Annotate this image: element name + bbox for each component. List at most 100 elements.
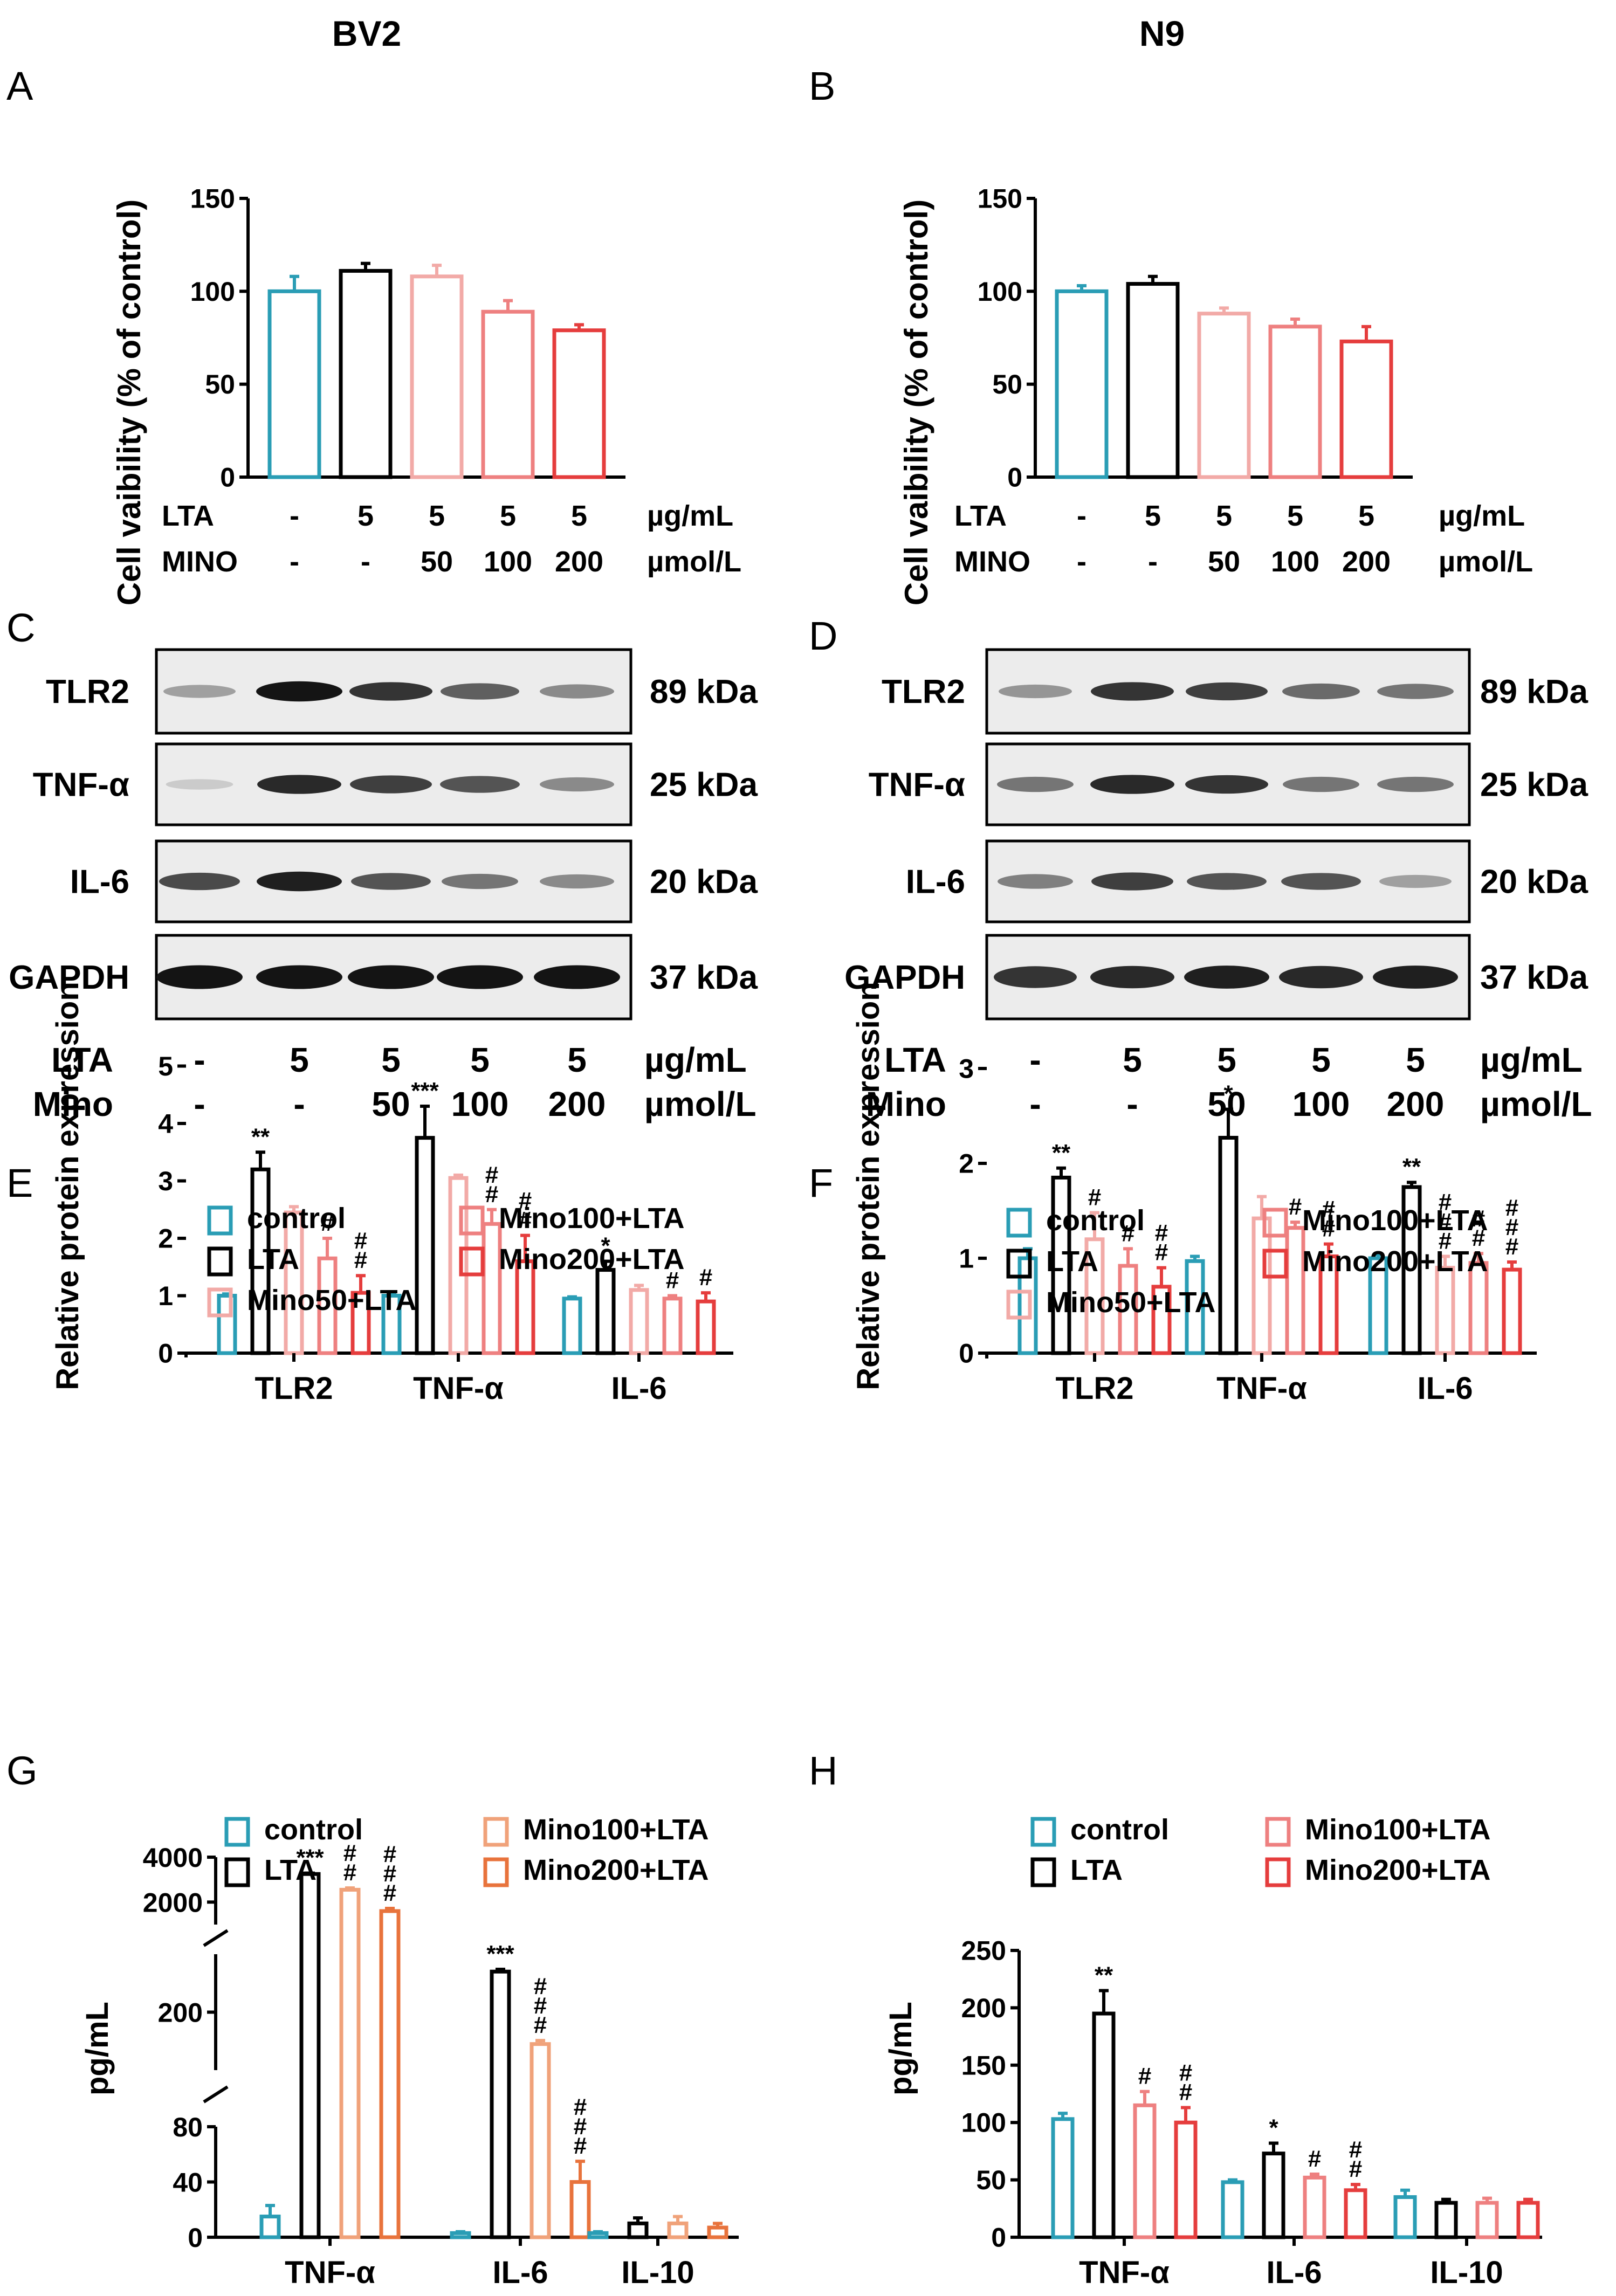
panelA-y-tick-label-150: 150: [190, 184, 235, 214]
panelG-y-axis-title: pg/mL: [80, 2002, 115, 2095]
panelE-legend-mino50-label: Mino50+LTA: [247, 1284, 417, 1316]
panelG-bar-il-6-mino100-lta: [530, 2042, 551, 2239]
panelG-x-tick-label-il-10: IL-10: [621, 2255, 694, 2290]
panelF-bar-tlr2-control: [1017, 1256, 1038, 1355]
panel-letter-d: D: [809, 613, 837, 658]
panelH-bar-il-6-control: [1221, 2180, 1244, 2239]
panel-letter-f: F: [809, 1161, 833, 1205]
panelE-legend-mino100-swatch: [459, 1205, 485, 1236]
panelG-legend-control-label: control: [264, 1814, 363, 1846]
panelF-legend-control-label: control: [1046, 1204, 1145, 1237]
panelC-band-tlr2-3: [441, 683, 519, 700]
panelH-y-tick-label-0: 0: [991, 2223, 1006, 2253]
panelC-band-tnf-3: [440, 776, 520, 793]
panelF-mark-il-6-mino100-lta-1: #: [1472, 1205, 1485, 1232]
panelH-legend-lta-label: LTA: [1070, 1854, 1123, 1886]
panelE-bar-il-6-control: [562, 1297, 582, 1355]
panelH-x-tick-label-tnf: TNF-α: [1079, 2255, 1170, 2290]
panelD-lta-label: LTA: [884, 1040, 946, 1079]
panelE-y-tick-label-3: 3: [158, 1166, 173, 1196]
panelE-mark-il-6-mino200-lta-0: #: [699, 1264, 712, 1291]
panelA-bar-control: [267, 289, 321, 479]
column-title-n9: N9: [1139, 13, 1185, 53]
panelG-mark-il-6-mino100-lta-1: #: [534, 1992, 547, 2019]
panelD-band-tlr2-1: [1091, 682, 1174, 701]
panelD-size-label-il-6: 20 kDa: [1480, 864, 1588, 901]
panelD-band-gapdh-1: [1090, 966, 1174, 989]
panelA-lta-value-4: 5: [571, 500, 587, 532]
panelF-y-tick-label-1: 1: [959, 1244, 974, 1274]
panelH-x-tick-label-il-10: IL-10: [1430, 2255, 1503, 2290]
panelB-lta-value-0: -: [1077, 500, 1086, 532]
panelD-band-il-6-4: [1379, 874, 1452, 888]
panelB-y-tick-label-50: 50: [992, 369, 1022, 399]
panelG-bar-tnf-mino100-lta: [339, 1887, 361, 2239]
panelC-band-gapdh-3: [437, 965, 523, 989]
panelB-lta-value-2: 5: [1216, 500, 1232, 532]
panelD-lta-value-3: 5: [1311, 1040, 1331, 1079]
panelA-mino-label: MINO: [162, 546, 238, 578]
panelF-legend-mino200-label: Mino200+LTA: [1302, 1245, 1488, 1278]
panelA-mino-value-1: -: [361, 546, 370, 578]
panel-letter-e: E: [6, 1161, 33, 1205]
panelA-lta-value-3: 5: [500, 500, 516, 532]
panelF-y-axis-title: Relative protein expression: [851, 982, 886, 1390]
panelD-lta-value-2: 5: [1217, 1040, 1236, 1079]
panelC-protein-label-tnf: TNF-α: [33, 767, 129, 804]
panelC-size-label-tnf: 25 kDa: [650, 767, 758, 804]
panelC-lta-value-0: -: [194, 1040, 205, 1079]
panel-c-western-blot: TLR2 89 kDa TNF-α 25 kDa IL-6 20 kDa GAPDH 37 k…: [9, 648, 758, 1123]
panelG-mark-il-6-mino200-lta-0: #: [574, 2133, 587, 2159]
panelD-band-il-6-3: [1281, 873, 1361, 890]
panelE-legend-mino200-swatch: [459, 1246, 485, 1277]
panelA-mino-unit: µmol/L: [647, 546, 741, 578]
panelF-x-tick-label-tnf: TNF-α: [1216, 1371, 1307, 1406]
panelC-band-gapdh-4: [534, 965, 620, 989]
panelA-lta-value-1: 5: [357, 500, 374, 532]
panelC-mino-value-4: 200: [548, 1085, 606, 1123]
panelE-mark-tnf-mino200-lta-1: #: [519, 1188, 532, 1214]
panelG-mark-il-6-mino200-lta-1: #: [574, 2113, 587, 2140]
panel-letter-g: G: [6, 1748, 38, 1793]
panelH-legend-control-swatch: [1030, 1817, 1056, 1847]
panelA-lta-label: LTA: [162, 500, 214, 532]
panelG-bar-il-6-mino200-lta: [569, 2180, 591, 2239]
panelF-mark-il-6-mino50-lta-2: #: [1439, 1189, 1452, 1215]
panelC-band-gapdh-2: [348, 965, 434, 989]
panelF-mark-tnf-mino200-lta-0: #: [1322, 1216, 1335, 1242]
panelD-band-il-6-2: [1187, 873, 1267, 890]
panelG-axis-break-1: [203, 1929, 229, 1947]
panelF-legend-lta-swatch: [1006, 1249, 1032, 1279]
panelG-y-tick-label-4000: 4000: [143, 1843, 203, 1873]
panelD-lta-unit: µg/mL: [1480, 1040, 1583, 1079]
panelG-bar-il-10-control: [587, 2231, 609, 2239]
panelB-bar-mino50-lta: [1197, 312, 1251, 479]
panelH-bar-il-6-lta: [1262, 2152, 1285, 2239]
panelD-band-il-6-1: [1091, 872, 1173, 891]
panelC-band-tlr2-0: [163, 685, 236, 698]
panelD-lta-value-1: 5: [1123, 1040, 1142, 1079]
panelC-lta-value-3: 5: [470, 1040, 490, 1079]
panelF-mark-il-6-mino200-lta-1: #: [1505, 1214, 1518, 1240]
panelB-mino-value-3: 100: [1271, 546, 1319, 578]
panelA-y-tick-label-100: 100: [190, 277, 235, 307]
panelG-bar-tnf-mino200-lta: [379, 1909, 401, 2239]
panelB-y-tick-label-100: 100: [978, 277, 1022, 307]
panelG-legend-lta-swatch: [224, 1857, 250, 1887]
panelE-bar-il-6-lta: [595, 1268, 616, 1355]
panelF-legend-mino200-swatch: [1262, 1249, 1288, 1279]
panelH-bar-tnf-mino200-lta: [1174, 2120, 1198, 2239]
panelF-bar-il-6-mino50-lta: [1435, 1266, 1455, 1355]
panelC-lta-label: LTA: [51, 1040, 113, 1079]
panelB-y-tick-label-0: 0: [1007, 463, 1022, 493]
panelA-lta-value-2: 5: [429, 500, 445, 532]
panelG-mark-tnf-mino100-lta-0: #: [343, 1859, 356, 1886]
panelF-x-tick-label-tlr2: TLR2: [1056, 1371, 1134, 1406]
panelD-mino-label: Mino: [866, 1085, 946, 1123]
panelE-legend-mino50-swatch: [207, 1287, 233, 1318]
panelG-mark-tnf-mino200-lta-2: #: [383, 1841, 396, 1867]
panelG-y-tick-label-0: 0: [188, 2223, 203, 2253]
panelD-lta-value-4: 5: [1406, 1040, 1425, 1079]
panelG-bar-tnf-lta: [299, 1872, 321, 2239]
